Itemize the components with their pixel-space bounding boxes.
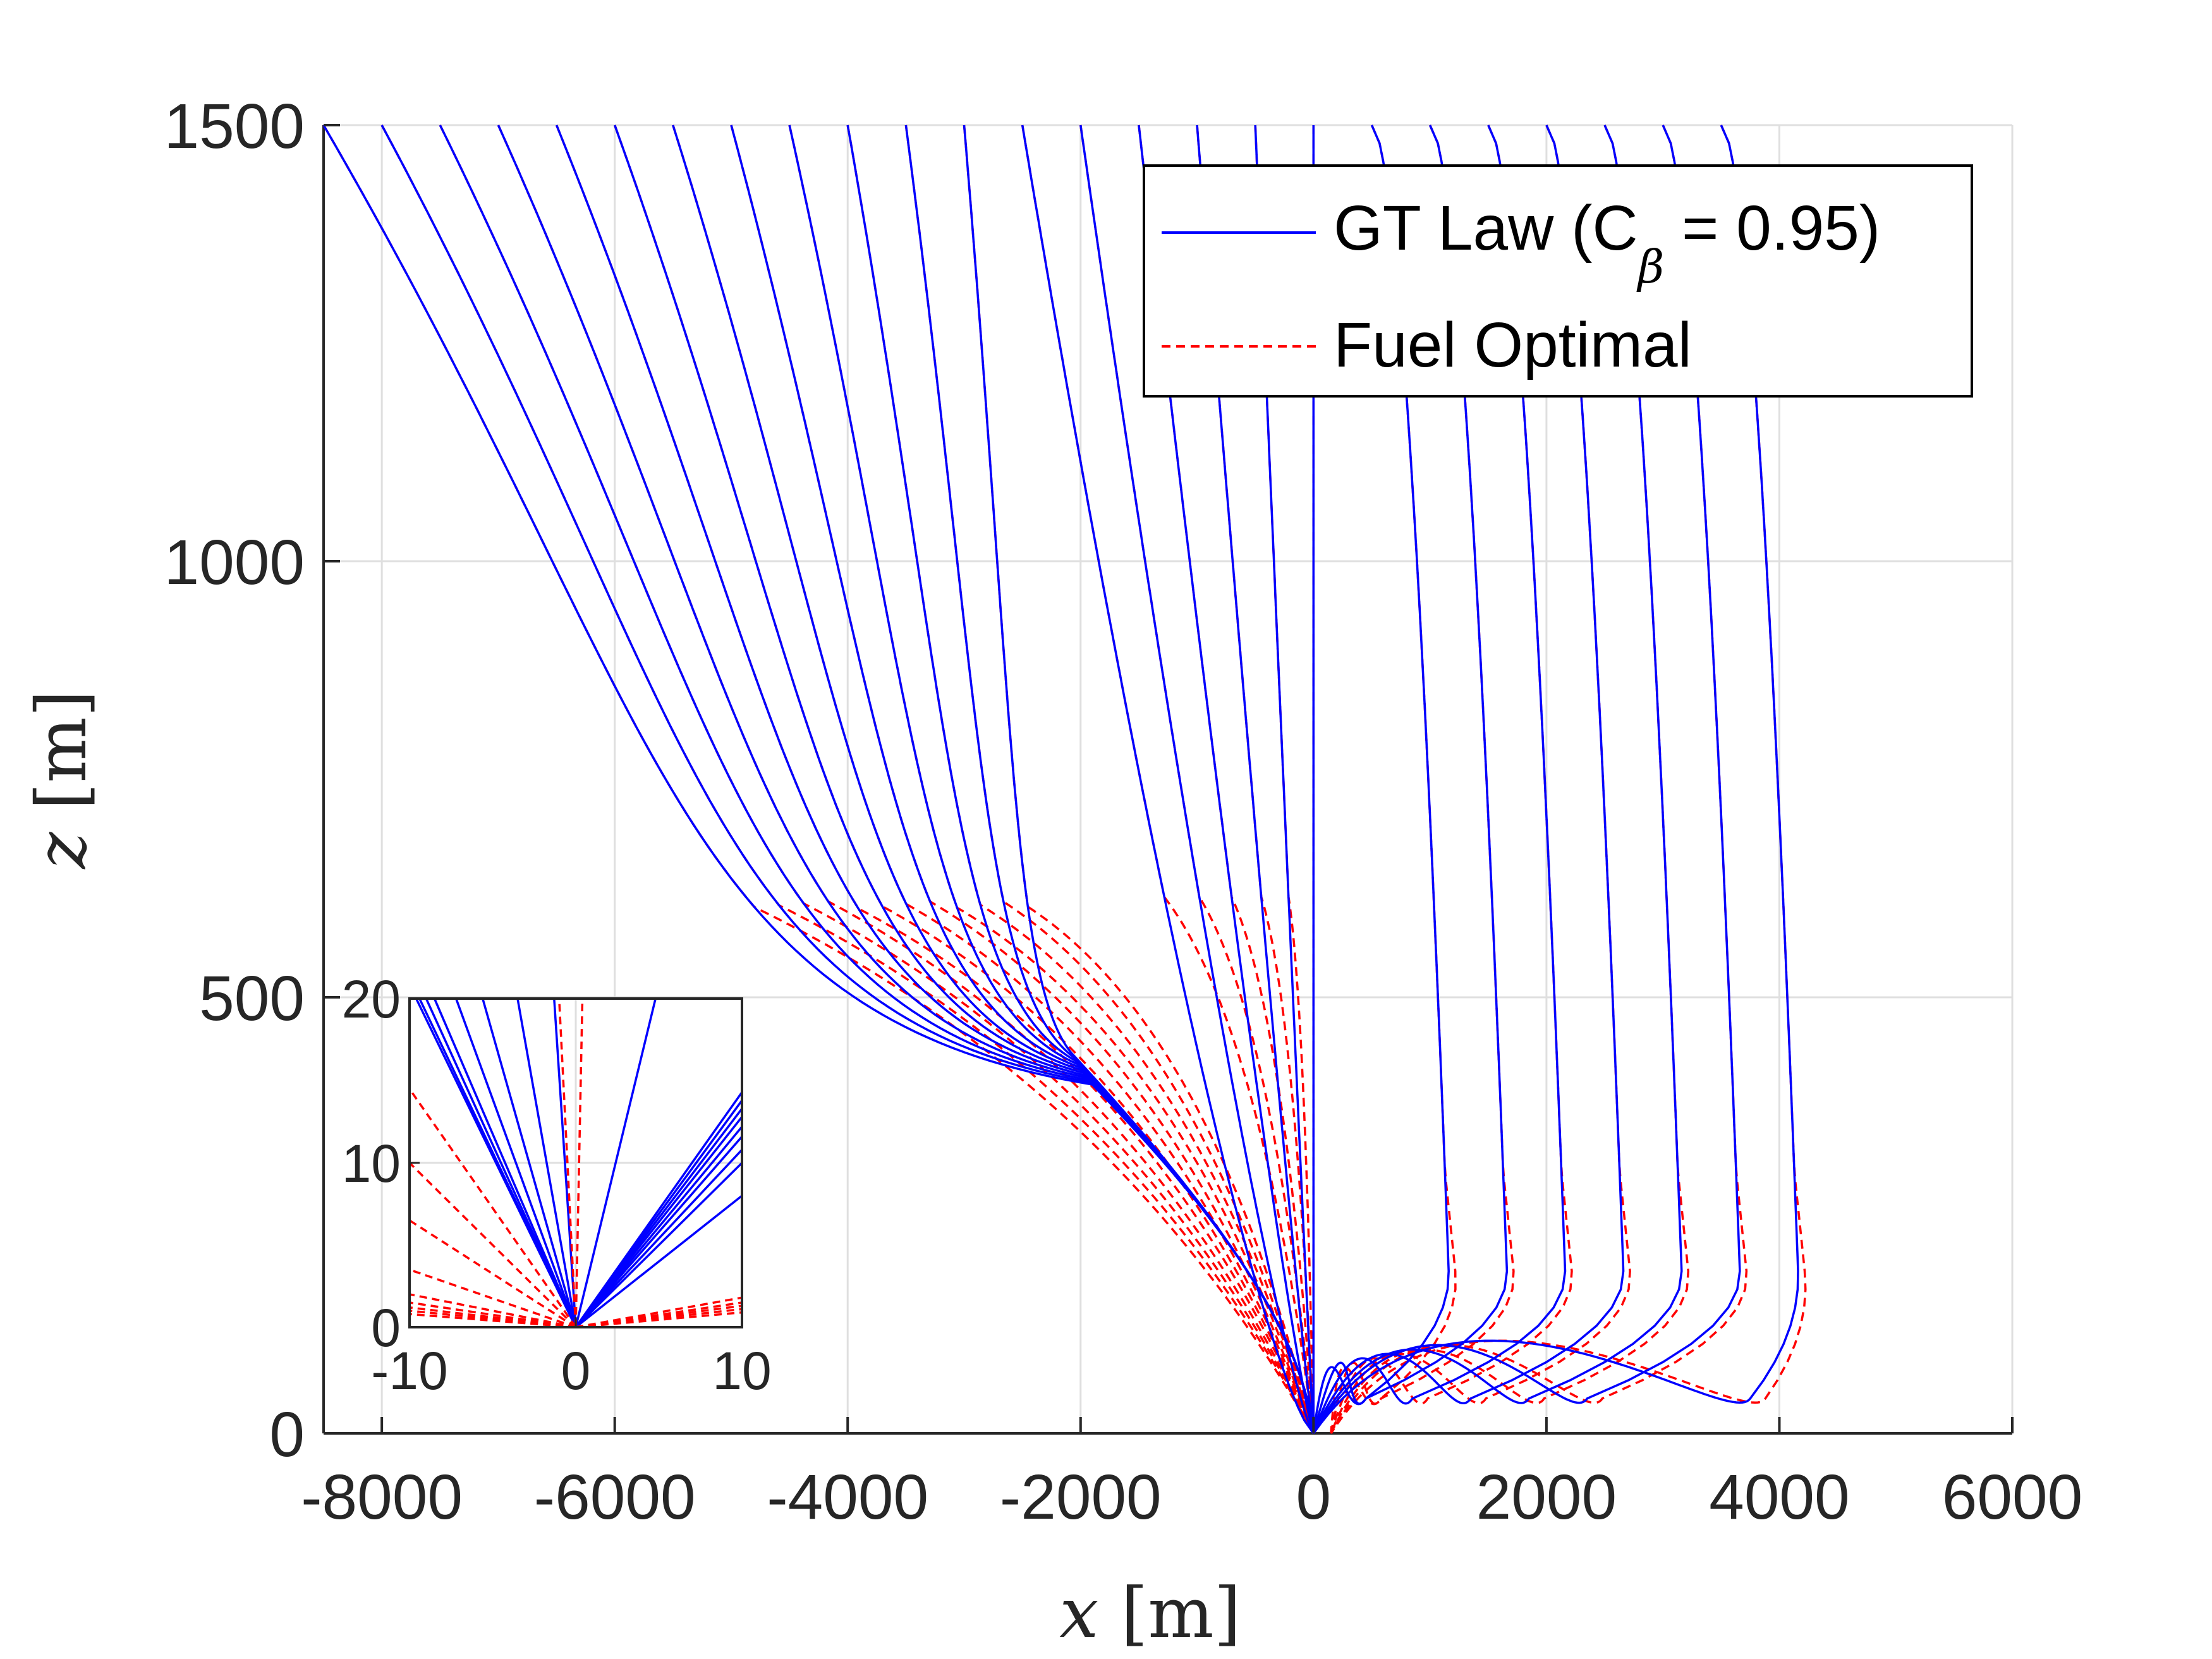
inset-fuel-line <box>409 1219 576 1328</box>
gt-law-trajectory <box>1312 125 1450 1434</box>
inset-fuel-line <box>409 1268 576 1328</box>
y-axis-label: z [m] <box>21 690 102 870</box>
x-tick-label: -8000 <box>301 1462 463 1533</box>
inset-fuel-line <box>409 1293 576 1328</box>
legend-gt-subscript: β <box>1636 240 1665 293</box>
gt-law-trajectory <box>963 125 1315 1434</box>
inset-gt-line <box>574 1162 743 1328</box>
legend-box <box>1143 164 1973 398</box>
inset-x-tick-label: 10 <box>712 1341 771 1401</box>
main-ticks: -8000 -6000 -4000 -2000 0 2000 4000 60000500100… <box>164 91 2083 1533</box>
inset-fuel-line <box>408 1088 577 1328</box>
inset-x-tick-label: 0 <box>561 1341 591 1401</box>
x-tick-label: 0 <box>1296 1462 1332 1533</box>
x-tick-label: -6000 <box>534 1462 696 1533</box>
inset-gt-line <box>574 1136 743 1328</box>
y-tick-label: 0 <box>269 1399 305 1470</box>
gt-law-trajectory <box>1312 125 1567 1434</box>
inset-fuel-line <box>409 1313 576 1328</box>
x-tick-label: -4000 <box>767 1462 928 1533</box>
gt-law-trajectory <box>1312 125 1509 1434</box>
y-axis-symbol: z <box>21 832 102 870</box>
inset-gt-line <box>482 998 577 1328</box>
inset-fuel-line <box>574 998 584 1328</box>
legend-fuel-label: Fuel Optimal <box>1334 310 1692 380</box>
inset-fuel-line <box>408 1162 577 1328</box>
x-tick-label: 2000 <box>1476 1462 1617 1533</box>
legend-gt-suffix: = 0.95) <box>1664 193 1880 264</box>
x-axis-label: x [m] <box>1059 1572 1241 1653</box>
legend: GT Law (Cβ = 0.95) Fuel Optimal <box>1143 164 1973 398</box>
inset-gt-line <box>425 998 577 1328</box>
x-axis-unit: [m] <box>1121 1572 1241 1653</box>
inset-gt-line <box>574 998 657 1328</box>
y-tick-label: 1500 <box>164 91 305 162</box>
y-axis-unit: [m] <box>21 690 102 810</box>
fuel-optimal-trajectory <box>380 125 1315 1434</box>
gt-law-trajectory <box>1312 125 1799 1435</box>
legend-gt-label: GT Law (Cβ = 0.95) <box>1334 193 1880 293</box>
fuel-optimal-trajectory <box>1138 125 1315 1434</box>
inset-fuel-line <box>557 998 577 1328</box>
legend-gt-prefix: GT Law (C <box>1334 193 1638 264</box>
inset-y-tick-label: 0 <box>371 1298 401 1358</box>
gt-law-trajectory <box>1021 125 1315 1435</box>
inset-x-tick-label: -10 <box>371 1341 447 1401</box>
inset-gt-line <box>574 1149 743 1328</box>
x-axis-symbol: x <box>1059 1572 1098 1653</box>
inset-gt-line <box>516 998 577 1328</box>
x-tick-label: 6000 <box>1942 1462 2082 1533</box>
inset-gt-line <box>433 998 577 1328</box>
fuel-optimal-trajectory <box>497 125 1315 1434</box>
inset-fuel-line <box>575 1311 743 1328</box>
inset-y-tick-label: 10 <box>342 1134 401 1193</box>
gt-law-trajectory <box>1079 125 1315 1434</box>
inset-gt-line <box>454 998 577 1328</box>
inset-curves <box>408 998 743 1328</box>
inset-y-tick-label: 20 <box>342 969 401 1029</box>
inset-gt-line <box>574 1194 743 1328</box>
y-tick-label: 500 <box>199 963 305 1034</box>
y-tick-label: 1000 <box>164 527 305 598</box>
fuel-optimal-trajectory <box>672 125 1315 1434</box>
x-tick-label: -2000 <box>1000 1462 1162 1533</box>
gt-law-trajectory <box>1312 125 1683 1434</box>
main-axes <box>322 125 2012 1435</box>
x-tick-label: 4000 <box>1709 1462 1849 1533</box>
